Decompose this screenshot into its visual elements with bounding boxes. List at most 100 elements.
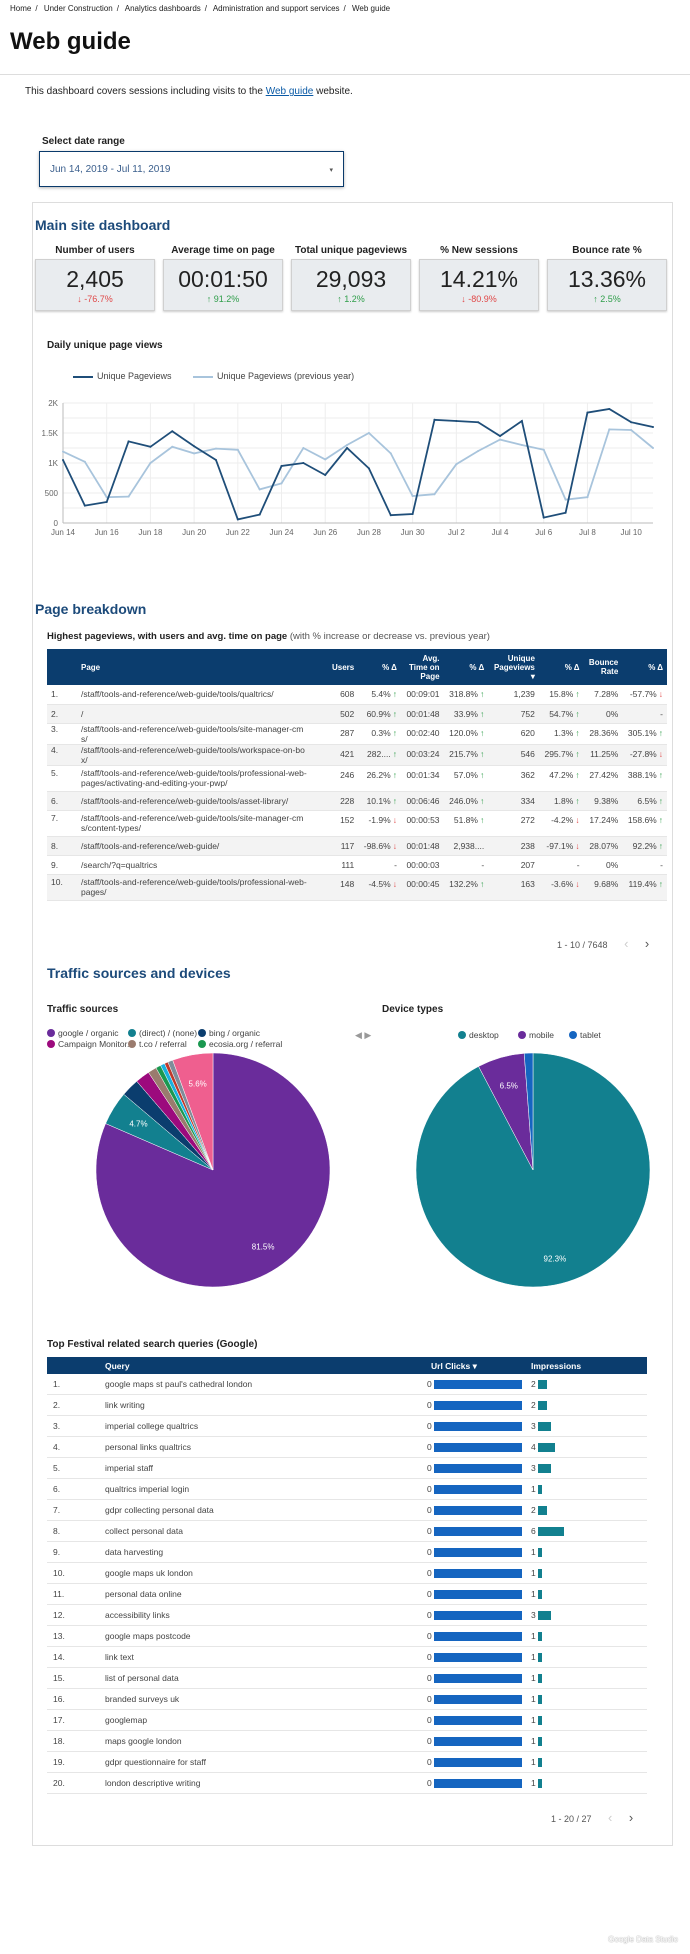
data-point[interactable] <box>433 418 436 421</box>
data-point[interactable] <box>477 450 480 452</box>
table-row[interactable]: 10. /staff/tools-and-reference/web-guide/… <box>47 874 667 901</box>
data-point[interactable] <box>127 440 130 443</box>
data-point[interactable] <box>105 501 108 503</box>
data-point[interactable] <box>652 426 654 428</box>
data-point[interactable] <box>455 420 458 422</box>
col-impressions[interactable]: Impressions <box>531 1361 582 1371</box>
data-point[interactable] <box>258 513 261 516</box>
query-row[interactable]: 18. maps google london 0 1 <box>47 1731 647 1752</box>
series-line-1[interactable] <box>62 428 654 501</box>
breadcrumb-analytics-dashboards[interactable]: Analytics dashboards <box>124 4 201 13</box>
data-point[interactable] <box>258 488 261 491</box>
query-row[interactable]: 8. collect personal data 0 6 <box>47 1521 647 1542</box>
data-point[interactable] <box>367 467 370 470</box>
table-row[interactable]: 1. /staff/tools-and-reference/web-guide/t… <box>47 685 667 705</box>
table-row[interactable]: 7. /staff/tools-and-reference/web-guide/t… <box>47 810 667 837</box>
data-point[interactable] <box>455 463 458 466</box>
data-point[interactable] <box>630 429 633 431</box>
query-row[interactable]: 13. google maps postcode 0 1 <box>47 1626 647 1647</box>
data-point[interactable] <box>236 448 239 451</box>
legend-unique-pageviews-prev[interactable]: Unique Pageviews (previous year) <box>193 371 354 381</box>
query-row[interactable]: 11. personal data online 0 1 <box>47 1584 647 1605</box>
query-row[interactable]: 19. gdpr questionnaire for staff 0 1 <box>47 1752 647 1773</box>
query-row[interactable]: 7. gdpr collecting personal data 0 2 <box>47 1500 647 1521</box>
data-point[interactable] <box>280 465 283 467</box>
query-row[interactable]: 6. qualtrics imperial login 0 1 <box>47 1479 647 1500</box>
data-point[interactable] <box>564 511 567 514</box>
table-row[interactable]: 3. /staff/tools-and-reference/web-guide/t… <box>47 723 667 745</box>
legend-item[interactable]: bing / organic <box>198 1028 260 1038</box>
table-row[interactable]: 8. /staff/tools-and-reference/web-guide/1… <box>47 836 667 856</box>
column-header[interactable]: % Δ <box>622 649 667 685</box>
data-point[interactable] <box>171 430 174 433</box>
column-header[interactable]: Avg. Time on Page <box>400 649 444 685</box>
query-row[interactable]: 17. googlemap 0 1 <box>47 1710 647 1731</box>
table-row[interactable]: 5. /staff/tools-and-reference/web-guide/t… <box>47 765 667 792</box>
data-point[interactable] <box>564 498 567 501</box>
data-point[interactable] <box>149 445 152 448</box>
series-line-0[interactable] <box>62 408 654 521</box>
column-header[interactable]: Unique Pageviews ▾ <box>488 649 539 685</box>
data-point[interactable] <box>586 496 589 499</box>
col-url-clicks[interactable]: Url Clicks ▾ <box>431 1361 477 1371</box>
data-point[interactable] <box>411 495 414 497</box>
data-point[interactable] <box>302 462 305 464</box>
data-point[interactable] <box>324 458 327 461</box>
data-point[interactable] <box>389 514 392 517</box>
data-point[interactable] <box>608 428 611 431</box>
legend-item[interactable]: Campaign Monitor... <box>47 1039 134 1049</box>
breadcrumb-home[interactable]: Home <box>10 4 32 13</box>
data-point[interactable] <box>171 445 174 448</box>
query-row[interactable]: 12. accessibility links 0 3 <box>47 1605 647 1626</box>
data-point[interactable] <box>83 504 86 507</box>
table-row[interactable]: 9./search/?q=qualtrics 111-00:00:03-207-0… <box>47 855 667 875</box>
date-range-select[interactable]: Jun 14, 2019 - Jul 11, 2019 ▾ <box>39 151 344 187</box>
breadcrumb-under-construction[interactable]: Under Construction <box>43 4 113 13</box>
column-header[interactable]: % Δ <box>358 649 401 685</box>
column-header[interactable]: Users <box>326 649 359 685</box>
data-point[interactable] <box>411 513 414 515</box>
legend-item[interactable]: google / organic <box>47 1028 119 1038</box>
legend-item[interactable]: desktop <box>458 1030 499 1040</box>
data-point[interactable] <box>542 516 545 519</box>
breadcrumb-admin-support[interactable]: Administration and support services <box>212 4 340 13</box>
data-point[interactable] <box>477 421 480 424</box>
query-row[interactable]: 10. google maps uk london 0 1 <box>47 1563 647 1584</box>
table-row[interactable]: 2./502 60.9% ↑ 00:01:48 33.9% ↑ 752 54.7% ↑ 0% - <box>47 704 667 724</box>
data-point[interactable] <box>499 435 502 437</box>
pie-slice[interactable] <box>523 1052 534 1171</box>
query-row[interactable]: 3. imperial college qualtrics 0 3 <box>47 1416 647 1437</box>
data-point[interactable] <box>236 518 239 521</box>
column-header[interactable]: Page <box>47 649 327 685</box>
table-row[interactable]: 4. /staff/tools-and-reference/web-guide/t… <box>47 744 667 766</box>
web-guide-link[interactable]: Web guide <box>265 86 314 97</box>
legend-unique-pageviews[interactable]: Unique Pageviews <box>73 371 172 381</box>
query-row[interactable]: 5. imperial staff 0 3 <box>47 1458 647 1479</box>
data-point[interactable] <box>542 448 545 451</box>
prev-page-icon[interactable]: ‹ <box>624 936 629 951</box>
column-header[interactable]: % Δ <box>443 649 489 685</box>
data-point[interactable] <box>630 421 633 424</box>
legend-item[interactable]: t.co / referral <box>128 1039 187 1049</box>
query-row[interactable]: 20. london descriptive writing 0 1 <box>47 1773 647 1794</box>
query-row[interactable]: 14. link text 0 1 <box>47 1647 647 1668</box>
data-point[interactable] <box>62 450 64 453</box>
data-point[interactable] <box>520 444 523 446</box>
data-point[interactable] <box>652 447 654 449</box>
next-page-icon[interactable]: › <box>628 1810 634 1825</box>
data-point[interactable] <box>499 438 502 441</box>
data-point[interactable] <box>433 493 436 496</box>
data-point[interactable] <box>346 444 349 446</box>
data-point[interactable] <box>62 459 64 461</box>
query-row[interactable]: 2. link writing 0 2 <box>47 1395 647 1416</box>
legend-item[interactable]: tablet <box>569 1030 601 1040</box>
data-point[interactable] <box>608 408 611 410</box>
data-point[interactable] <box>367 432 370 434</box>
data-point[interactable] <box>214 459 217 461</box>
data-point[interactable] <box>193 452 196 455</box>
pie-slice[interactable] <box>172 1052 214 1171</box>
query-row[interactable]: 9. data harvesting 0 1 <box>47 1542 647 1563</box>
data-point[interactable] <box>346 447 349 449</box>
column-header[interactable]: Bounce Rate <box>583 649 623 685</box>
data-point[interactable] <box>302 447 305 449</box>
